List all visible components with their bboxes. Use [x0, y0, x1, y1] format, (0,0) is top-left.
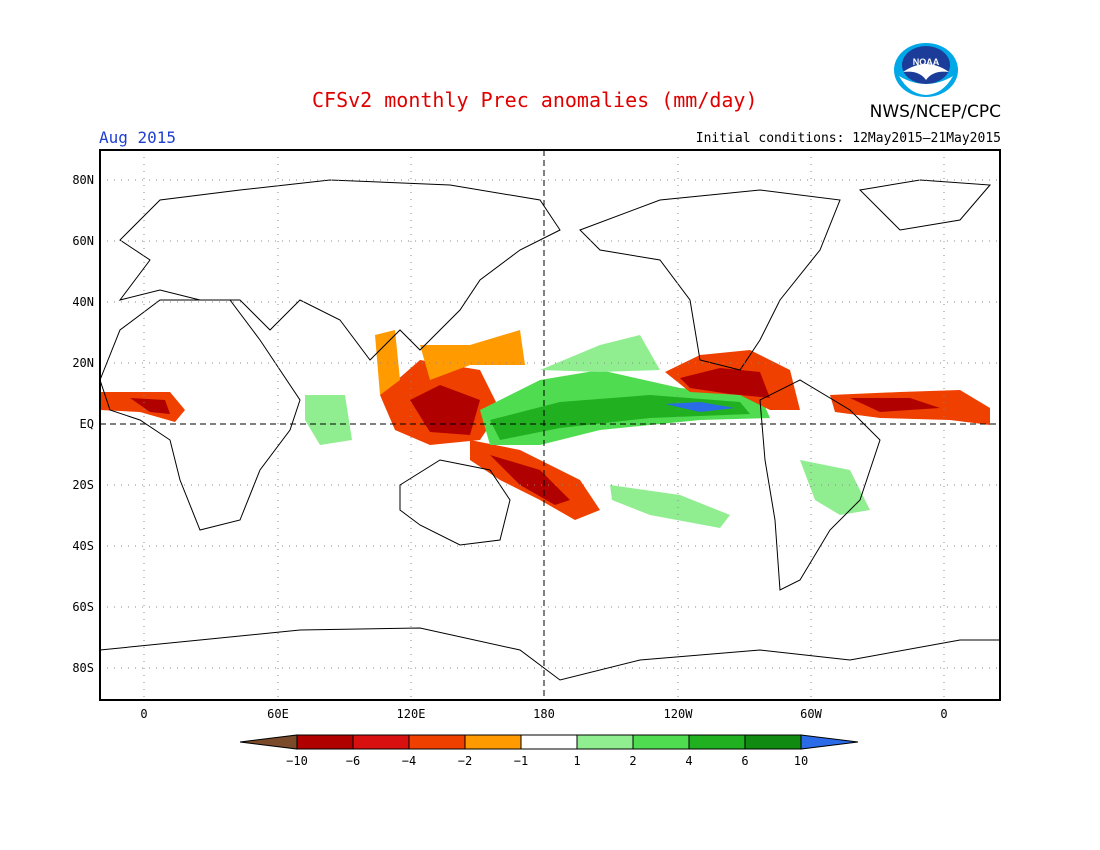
lat-label-40n: 40N: [72, 295, 94, 309]
legend-label-neg4: −4: [402, 754, 416, 768]
legend-cap-high: [800, 734, 859, 750]
anomaly-negative-west-africa: [100, 392, 185, 422]
svg-text:NOAA: NOAA: [913, 57, 940, 67]
lon-label-120e: 120E: [397, 707, 426, 721]
anomaly-strong-negative-spcz: [490, 455, 570, 505]
anomaly-strong-negative-west-africa: [130, 398, 170, 414]
legend-label-neg2: −2: [458, 754, 472, 768]
legend-bin-6: [576, 734, 634, 750]
legend-label-1: 1: [573, 754, 580, 768]
legend-bin-2: [352, 734, 410, 750]
legend-label-neg10: −10: [286, 754, 308, 768]
noaa-logo: NOAA: [894, 43, 958, 97]
lon-label-180: 180: [533, 707, 555, 721]
anomaly-strong-negative-indonesia: [410, 385, 480, 435]
anomaly-positive-pacific-light: [540, 335, 660, 372]
lon-label-60e: 60E: [267, 707, 289, 721]
legend-bin-8: [688, 734, 746, 750]
anomaly-positive-south-pacific: [610, 485, 730, 528]
legend-label-2: 2: [629, 754, 636, 768]
lat-label-40s: 40S: [72, 539, 94, 553]
anomaly-moderate-negative-asia: [420, 330, 525, 380]
lat-label-80s: 80S: [72, 661, 94, 675]
anomaly-positive-south-america: [800, 460, 870, 515]
legend-bin-4: [464, 734, 522, 750]
legend-label-6: 6: [741, 754, 748, 768]
anomaly-very-strong-positive: [665, 402, 735, 412]
lon-label-120w: 120W: [664, 707, 694, 721]
legend-bin-7: [632, 734, 690, 750]
graticule: [100, 150, 1000, 700]
lon-label-0: 0: [140, 707, 147, 721]
lat-label-80n: 80N: [72, 173, 94, 187]
legend-cap-low: [240, 734, 298, 750]
legend-bin-5: [520, 734, 578, 750]
legend-label-10: 10: [794, 754, 808, 768]
forecast-month: Aug 2015: [99, 128, 177, 147]
legend-bin-3: [408, 734, 466, 750]
lat-label-60s: 60S: [72, 600, 94, 614]
agency-label: NWS/NCEP/CPC: [869, 102, 1001, 122]
lon-label-60w: 60W: [800, 707, 822, 721]
anomaly-positive-indian-ocean: [305, 395, 352, 445]
lat-label-60n: 60N: [72, 234, 94, 248]
legend-bin-9: [744, 734, 802, 750]
legend-label-neg6: −6: [346, 754, 360, 768]
lat-label-eq: EQ: [80, 417, 94, 431]
anomaly-shading: [100, 330, 990, 528]
initial-conditions: Initial conditions: 12May2015–21May2015: [695, 131, 1001, 146]
map-title: CFSv2 monthly Prec anomalies (mm/day): [312, 88, 758, 112]
coastlines: [99, 179, 1000, 681]
map-frame: [99, 149, 1001, 701]
legend-bin-1: [296, 734, 354, 750]
lat-label-20n: 20N: [72, 356, 94, 370]
legend-label-neg1: −1: [514, 754, 528, 768]
anomaly-strong-negative-central-america: [680, 368, 770, 398]
color-legend: −10 −6 −4 −2 −1 1 2 4 6 10: [240, 734, 859, 768]
lon-label-0-right: 0: [940, 707, 947, 721]
anomaly-strong-negative-atlantic: [850, 398, 940, 412]
legend-label-4: 4: [685, 754, 692, 768]
lat-label-20s: 20S: [72, 478, 94, 492]
